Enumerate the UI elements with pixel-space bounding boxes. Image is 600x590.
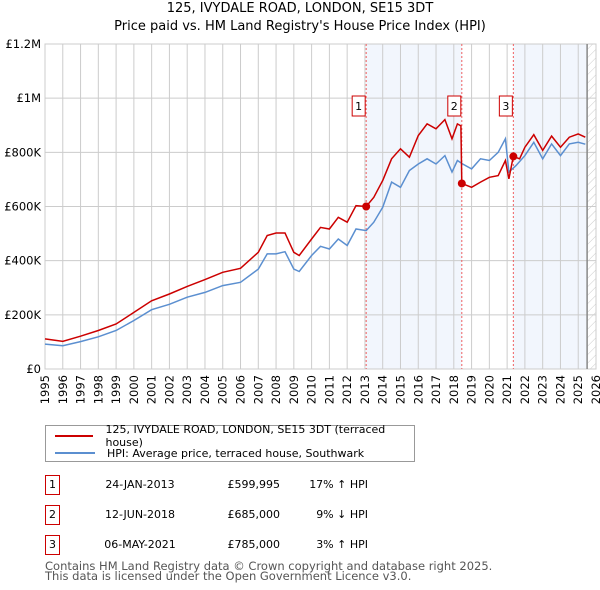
x-tick-label: 2023 [536, 375, 550, 404]
x-tick-label: 2000 [127, 375, 141, 404]
sale-label: 3 [502, 100, 509, 113]
x-tick-label: 1997 [74, 375, 88, 404]
x-tick-label: 2022 [518, 375, 532, 404]
sale-price: £599,995 [227, 478, 281, 491]
sale-hpi-diff: 9% ↓ HPI [316, 508, 368, 521]
x-tick-label: 2017 [429, 375, 443, 404]
sale-point [362, 202, 371, 211]
sale-label: 2 [451, 100, 458, 113]
hpi-series-line [44, 136, 586, 347]
footer-licence: This data is licensed under the Open Gov… [45, 569, 412, 583]
x-tick-label: 2004 [198, 375, 212, 404]
x-tick-label: 2012 [340, 375, 354, 404]
x-tick-label: 2025 [571, 375, 585, 404]
x-tick-label: 2010 [305, 375, 319, 404]
y-tick-label: £0 [26, 362, 41, 376]
sale-number-badge: 1 [45, 475, 60, 495]
y-tick-label: £200K [4, 308, 41, 322]
sale-date: 06-MAY-2021 [104, 538, 176, 551]
x-tick-label: 2018 [447, 375, 461, 404]
x-tick-label: 2007 [251, 375, 265, 404]
x-tick-label: 2006 [234, 375, 248, 404]
x-tick-label: 2003 [180, 375, 194, 404]
legend-swatch-red [55, 435, 94, 437]
x-tick-label: 2009 [287, 375, 301, 404]
sale-label: 1 [355, 100, 362, 113]
chart-title: 125, IVYDALE ROAD, LONDON, SE15 3DT [166, 1, 434, 16]
sale-hpi-diff: 3% ↑ HPI [316, 538, 368, 551]
sale-number-badge: 2 [45, 505, 60, 525]
y-tick-label: £800K [4, 145, 41, 159]
x-tick-label: 2021 [500, 375, 514, 404]
y-tick-label: £1M [16, 91, 41, 105]
x-tick-label: 2002 [162, 375, 176, 404]
sale-label-box [498, 95, 513, 117]
x-tick-label: 2019 [465, 375, 479, 404]
x-tick-label: 2024 [553, 375, 567, 404]
y-tick-label: £1.2M [5, 37, 41, 51]
legend-item-property: 125, IVYDALE ROAD, LONDON, SE15 3DT (ter… [46, 423, 414, 449]
sale-label-box [351, 95, 366, 117]
sale-point [509, 152, 518, 161]
x-tick-label: 2013 [358, 375, 372, 404]
footer-copyright: Contains HM Land Registry data © Crown c… [45, 559, 493, 573]
sale-point [457, 179, 466, 188]
legend-label: HPI: Average price, terraced house, Sout… [107, 446, 365, 460]
x-tick-label: 2014 [376, 375, 390, 404]
x-tick-label: 1995 [38, 375, 52, 404]
x-tick-label: 2020 [482, 375, 496, 404]
x-tick-label: 1996 [56, 375, 70, 404]
table-row: 2 12-JUN-2018 £685,000 9% ↓ HPI [45, 505, 445, 525]
sale-date: 24-JAN-2013 [105, 478, 175, 491]
x-tick-label: 2016 [411, 375, 425, 404]
sale-label-box [447, 95, 462, 117]
sale-hpi-diff: 17% ↑ HPI [309, 478, 368, 491]
x-tick-label: 2008 [269, 375, 283, 404]
y-tick-label: £400K [4, 254, 41, 268]
x-tick-label: 1998 [91, 375, 105, 404]
y-tick-label: £600K [4, 200, 41, 214]
x-tick-label: 2026 [589, 375, 600, 404]
legend-swatch-blue [55, 452, 95, 454]
x-tick-label: 2015 [393, 375, 407, 404]
chart-legend: 125, IVYDALE ROAD, LONDON, SE15 3DT (ter… [45, 423, 415, 462]
x-tick-label: 2001 [145, 375, 159, 404]
chart-subtitle: Price paid vs. HM Land Registry's House … [114, 19, 486, 34]
x-tick-label: 1999 [109, 375, 123, 404]
legend-label: 125, IVYDALE ROAD, LONDON, SE15 3DT (ter… [105, 423, 386, 449]
sale-date: 12-JUN-2018 [104, 508, 176, 521]
sale-number-badge: 3 [45, 535, 60, 555]
x-tick-label: 2011 [322, 375, 336, 404]
x-tick-label: 2005 [216, 375, 230, 404]
table-row: 3 06-MAY-2021 £785,000 3% ↑ HPI [45, 535, 445, 555]
table-row: 1 24-JAN-2013 £599,995 17% ↑ HPI [45, 475, 445, 495]
legend-item-hpi: HPI: Average price, terraced house, Sout… [46, 445, 364, 461]
sale-price: £685,000 [227, 508, 281, 521]
sale-price: £785,000 [227, 538, 281, 551]
